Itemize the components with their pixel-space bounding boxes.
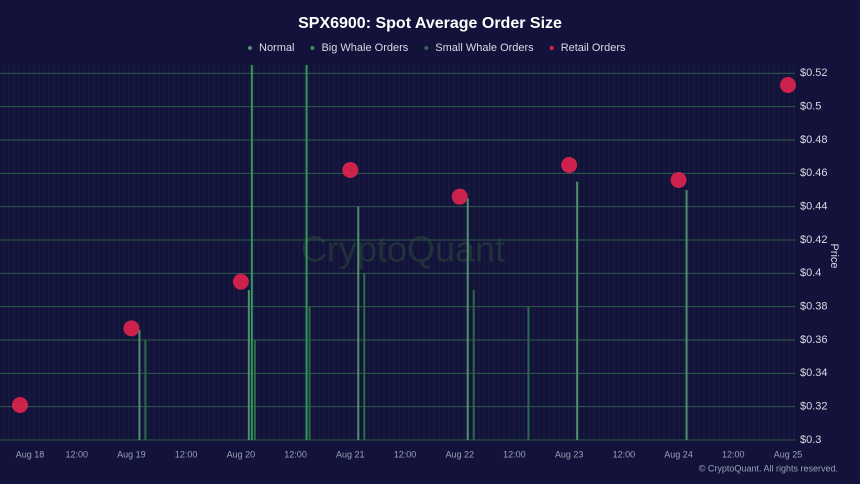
order-bubble: [123, 320, 140, 337]
legend-label: Retail Orders: [561, 42, 626, 54]
x-tick-label: Aug 18: [16, 449, 45, 459]
y-tick-label: $0.52: [800, 67, 828, 79]
x-tick-label: Aug 21: [336, 449, 365, 459]
y-tick-label: $0.42: [800, 234, 828, 246]
x-tick-label: Aug 24: [664, 449, 693, 459]
y-tick-label: $0.34: [800, 367, 828, 379]
legend: Normal Big Whale Orders Small Whale Orders…: [248, 42, 626, 54]
y-tick-label: $0.5: [800, 101, 821, 113]
x-tick-label: Aug 19: [117, 449, 146, 459]
x-tick-label: Aug 20: [227, 449, 256, 459]
y-tick-label: $0.36: [800, 334, 828, 346]
x-tick-label: Aug 22: [445, 449, 474, 459]
chart-title: SPX6900: Spot Average Order Size: [298, 15, 562, 32]
y-axis-title: Price: [828, 243, 840, 268]
x-tick-label: Aug 23: [555, 449, 584, 459]
x-tick-label: Aug 25: [774, 449, 803, 459]
legend-label: Small Whale Orders: [435, 42, 534, 54]
order-bubble: [780, 77, 796, 93]
order-bubble: [451, 188, 468, 205]
x-tick-label: 12:00: [503, 449, 526, 459]
y-tick-label: $0.44: [800, 201, 828, 213]
x-tick-label: 12:00: [175, 449, 198, 459]
legend-marker: [424, 46, 429, 50]
x-tick-label: 12:00: [613, 449, 636, 459]
legend-label: Big Whale Orders: [321, 42, 408, 54]
y-tick-label: $0.4: [800, 267, 821, 279]
watermark: CryptoQuant: [301, 229, 505, 270]
x-tick-label: 12:00: [394, 449, 417, 459]
order-bubble: [561, 157, 578, 173]
legend-label: Normal: [259, 42, 294, 54]
order-bubble: [342, 162, 359, 178]
copyright: © CryptoQuant. All rights reserved.: [699, 463, 838, 473]
legend-marker: [310, 46, 315, 50]
x-tick-label: 12:00: [284, 449, 307, 459]
legend-marker: [549, 46, 554, 50]
order-bubble: [670, 172, 687, 188]
y-tick-label: $0.46: [800, 167, 828, 179]
order-bubble: [232, 273, 249, 290]
y-tick-label: $0.32: [800, 401, 828, 413]
y-tick-label: $0.3: [800, 434, 821, 446]
x-tick-label: 12:00: [65, 449, 88, 459]
legend-marker: [248, 46, 252, 50]
order-bubble: [12, 397, 28, 413]
x-tick-label: 12:00: [722, 449, 745, 459]
y-tick-label: $0.38: [800, 301, 828, 313]
y-tick-label: $0.48: [800, 134, 828, 146]
